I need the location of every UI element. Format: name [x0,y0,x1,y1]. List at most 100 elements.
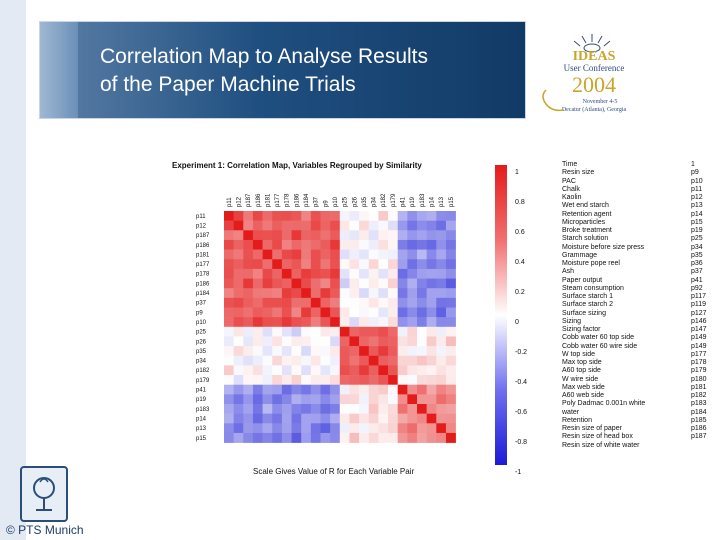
logo-year: 2004 [572,72,616,97]
heatmap-cell [378,268,389,279]
heatmap-cell [301,230,312,241]
heatmap-cell [252,423,263,434]
heatmap-cell [310,297,321,308]
column-label: p186 [256,193,262,207]
heatmap-cell [262,249,273,260]
heatmap-cell [224,297,234,308]
heatmap-cell [378,413,389,424]
heatmap-cell [330,336,341,347]
heatmap-cell [407,365,418,376]
heatmap-cell [310,394,321,405]
legend-name: W wire side [562,375,599,383]
heatmap-cell [330,259,341,270]
heatmap-cell [445,326,456,337]
heatmap-cell [407,413,418,424]
legend-name: Resin size of white water [562,441,640,449]
heatmap-cell [397,297,408,308]
heatmap-cell [426,220,437,231]
heatmap-cell [378,288,389,299]
colorbar-tick: 0.8 [515,199,525,206]
heatmap-cell [262,346,273,357]
heatmap-cell [426,413,437,424]
row-label: p37 [196,301,207,307]
legend-name: Grammage [562,251,598,259]
heatmap-cell [301,432,312,443]
heatmap-cell [388,423,398,434]
heatmap-cell [378,326,389,337]
heatmap-cell [368,432,379,443]
heatmap-cell [224,307,234,318]
heatmap-cell [224,432,234,443]
heatmap-cell [407,278,418,289]
column-label: p13 [439,196,445,207]
heatmap-cell [349,375,360,385]
legend-code: p181 [691,383,707,391]
heatmap-cell [339,423,350,434]
heatmap-cell [330,423,341,434]
heatmap-cell [445,230,456,241]
heatmap-cell [291,307,302,318]
legend-name: Ash [562,268,575,276]
heatmap-cell [436,423,447,434]
heatmap-cell [320,375,331,385]
heatmap-cell [445,404,456,414]
chart-title: Experiment 1: Correlation Map, Variables… [172,161,422,170]
heatmap-cell [224,249,234,260]
heatmap-cell [262,423,273,434]
heatmap-cell [407,384,418,395]
heatmap-cell [243,423,254,434]
heatmap-cell [397,239,408,250]
heatmap-cell [272,239,283,250]
heatmap-cell [262,326,273,337]
heatmap-cell [262,211,273,221]
legend-code: p182 [691,392,707,399]
colorbar-tick: -0.2 [515,349,528,356]
heatmap-cell [388,268,398,279]
heatmap-cell [301,423,312,434]
heatmap-cell [224,346,234,357]
heatmap-cell [224,239,234,250]
heatmap-cell [397,307,408,318]
heatmap-cell [310,317,321,328]
heatmap-cell [243,346,254,357]
heatmap-cell [262,297,273,308]
heatmap-cell [417,230,427,241]
heatmap-cell [397,220,408,231]
heatmap-cell [359,336,370,347]
heatmap-cell [291,317,302,328]
pts-logo [20,466,68,522]
heatmap-cell [349,326,360,337]
row-label: p184 [196,291,210,297]
heatmap-cell [436,297,447,308]
heatmap-cell [243,268,254,279]
heatmap-cell [330,365,341,376]
heatmap-cell [224,288,234,299]
heatmap-cell [349,249,360,260]
heatmap-cell [252,404,263,414]
heatmap-cell [339,432,350,443]
heatmap-cell [320,288,331,299]
heatmap-cell [359,317,370,328]
heatmap-cell [339,220,350,231]
heatmap-cell [291,336,302,347]
heatmap-cell [233,413,244,424]
legend-code: p37 [691,268,703,276]
heatmap-cell [407,220,418,231]
heatmap-cell [339,259,350,270]
heatmap-cell [368,336,379,347]
heatmap-cell [301,375,312,385]
legend-name: Max web side [562,383,605,391]
heatmap-cell [349,336,360,347]
heatmap-cell [426,336,437,347]
heatmap-cell [388,297,398,308]
heatmap-cell [320,259,331,270]
heatmap-cell [445,249,456,260]
heatmap-cell [224,413,234,424]
heatmap-cell [436,404,447,414]
heatmap-cell [436,394,447,405]
legend-name: Retention agent [562,210,612,218]
heatmap-cell [272,413,283,424]
heatmap-cell [243,326,254,337]
heatmap-cell [397,278,408,289]
heatmap-cell [233,317,244,328]
